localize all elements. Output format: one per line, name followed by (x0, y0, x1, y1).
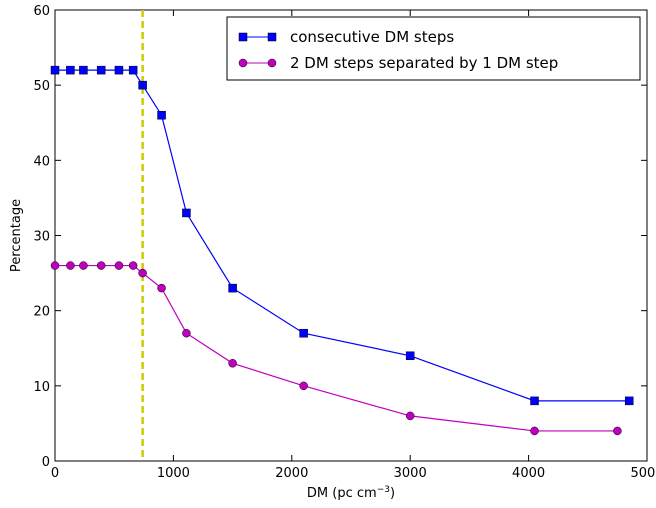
data-point (128, 65, 138, 75)
x-tick-label: 0 (51, 466, 59, 481)
legend-label-separated: 2 DM steps separated by 1 DM step (290, 54, 558, 72)
data-point (228, 359, 237, 368)
legend-box (226, 16, 641, 81)
x-axis-label-close: ) (390, 486, 395, 501)
data-point (50, 261, 60, 270)
data-point (96, 261, 106, 270)
x-axis-label-superscript: −3 (377, 485, 390, 495)
x-axis-label: DM (pc cm−3) (307, 485, 395, 501)
data-point (66, 261, 75, 270)
data-point (182, 208, 191, 218)
data-point (79, 65, 88, 75)
x-tick-label: 3000 (394, 466, 427, 481)
data-point (50, 65, 60, 75)
data-point (299, 328, 308, 338)
y-tick-label: 10 (33, 380, 50, 395)
data-point (138, 268, 147, 278)
legend: consecutive DM steps 2 DM steps separate… (226, 16, 641, 81)
y-tick-label: 50 (33, 79, 50, 94)
legend-marker-separated-2 (267, 58, 277, 68)
legend-label-consecutive: consecutive DM steps (290, 28, 454, 46)
y-axis-label: Percentage (9, 199, 24, 272)
y-tick-label: 20 (33, 305, 50, 320)
data-point (624, 396, 634, 406)
data-point (530, 396, 539, 406)
data-point (96, 65, 106, 75)
data-point (405, 411, 415, 421)
x-axis-label-main: DM (pc cm (307, 486, 377, 501)
data-point (114, 261, 124, 270)
data-point (79, 261, 88, 270)
data-point (157, 283, 166, 293)
y-tick-label: 60 (33, 4, 50, 19)
data-point (157, 110, 166, 120)
y-tick-label: 0 (42, 455, 50, 470)
x-tick-label: 1000 (157, 466, 190, 481)
data-point (228, 283, 237, 293)
y-tick-label: 30 (33, 230, 50, 245)
data-point (299, 381, 308, 391)
series-consecutive (50, 65, 634, 406)
data-point (114, 65, 124, 75)
data-point (530, 426, 539, 436)
data-point (138, 80, 147, 90)
x-tick-label: 4000 (512, 466, 545, 481)
x-tick-label: 2000 (275, 466, 308, 481)
series-separated (50, 261, 622, 436)
y-tick-label: 40 (33, 154, 50, 169)
data-point (405, 351, 415, 361)
data-point (128, 261, 138, 270)
plot-area (54, 9, 648, 462)
data-point (66, 65, 75, 75)
legend-marker-consecutive (238, 32, 248, 42)
data-point (613, 426, 622, 436)
legend-marker-consecutive-2 (267, 32, 277, 42)
legend-marker-separated (238, 58, 248, 68)
series-group (50, 65, 634, 436)
data-point (182, 328, 191, 338)
